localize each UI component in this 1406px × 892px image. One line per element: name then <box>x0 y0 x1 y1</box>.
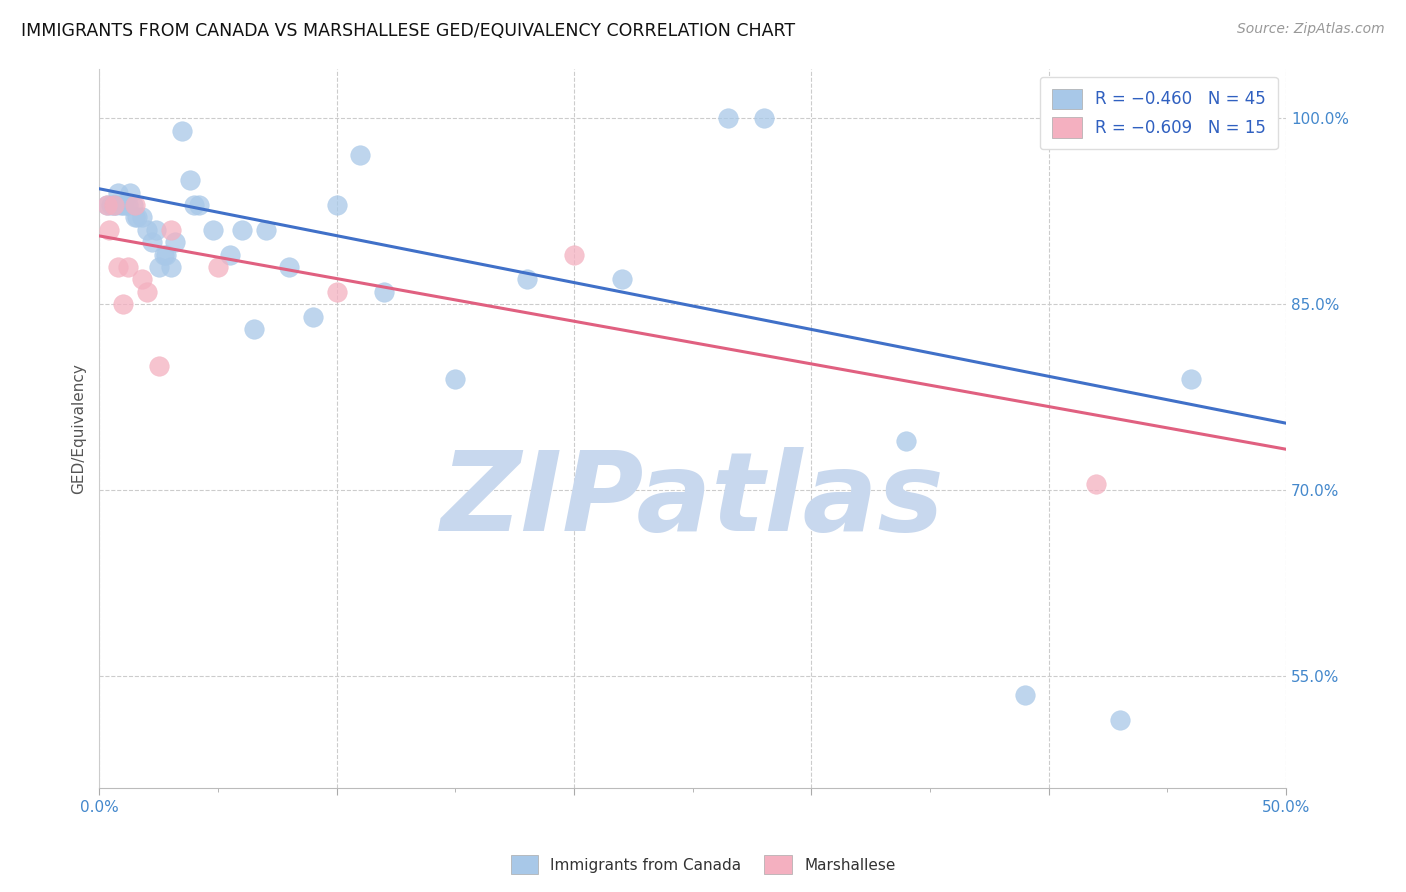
Point <box>326 198 349 212</box>
Point <box>373 285 395 299</box>
Point <box>242 322 264 336</box>
Point <box>219 247 242 261</box>
Point <box>148 260 170 274</box>
Point <box>326 285 349 299</box>
Point <box>141 235 163 249</box>
Point <box>114 198 136 212</box>
Legend: Immigrants from Canada, Marshallese: Immigrants from Canada, Marshallese <box>505 849 901 880</box>
Point <box>152 247 174 261</box>
Y-axis label: GED/Equivalency: GED/Equivalency <box>72 363 86 493</box>
Point <box>1085 477 1108 491</box>
Point <box>145 223 167 237</box>
Point <box>1014 688 1036 702</box>
Point <box>105 198 128 212</box>
Point <box>896 434 918 448</box>
Point <box>148 359 170 373</box>
Point <box>516 272 538 286</box>
Point <box>124 211 146 225</box>
Point <box>131 272 153 286</box>
Text: ZIPatlas: ZIPatlas <box>441 447 945 554</box>
Point <box>202 223 225 237</box>
Point <box>444 371 467 385</box>
Point <box>131 211 153 225</box>
Point <box>231 223 253 237</box>
Point <box>117 260 139 274</box>
Point <box>112 297 135 311</box>
Point <box>135 223 157 237</box>
Point <box>179 173 201 187</box>
Point <box>107 260 129 274</box>
Point <box>159 223 181 237</box>
Point <box>278 260 301 274</box>
Point <box>120 186 142 200</box>
Point <box>254 223 277 237</box>
Point <box>103 198 125 212</box>
Point <box>207 260 229 274</box>
Point <box>159 260 181 274</box>
Point <box>172 123 194 137</box>
Point <box>165 235 187 249</box>
Point <box>112 198 135 212</box>
Legend: R = −0.460   N = 45, R = −0.609   N = 15: R = −0.460 N = 45, R = −0.609 N = 15 <box>1040 77 1278 149</box>
Point <box>117 198 139 212</box>
Point <box>562 247 585 261</box>
Point <box>107 186 129 200</box>
Text: Source: ZipAtlas.com: Source: ZipAtlas.com <box>1237 22 1385 37</box>
Point <box>103 198 125 212</box>
Point <box>155 247 177 261</box>
Point <box>752 111 775 125</box>
Point <box>121 198 143 212</box>
Point <box>349 148 371 162</box>
Point <box>183 198 205 212</box>
Point <box>127 211 149 225</box>
Point <box>97 223 120 237</box>
Point <box>96 198 118 212</box>
Point <box>100 198 122 212</box>
Point <box>110 198 132 212</box>
Text: IMMIGRANTS FROM CANADA VS MARSHALLESE GED/EQUIVALENCY CORRELATION CHART: IMMIGRANTS FROM CANADA VS MARSHALLESE GE… <box>21 22 796 40</box>
Point <box>302 310 325 324</box>
Point <box>188 198 211 212</box>
Point <box>717 111 740 125</box>
Point <box>135 285 157 299</box>
Point <box>610 272 633 286</box>
Point <box>124 198 146 212</box>
Point <box>1180 371 1202 385</box>
Point <box>1108 713 1130 727</box>
Point <box>96 198 118 212</box>
